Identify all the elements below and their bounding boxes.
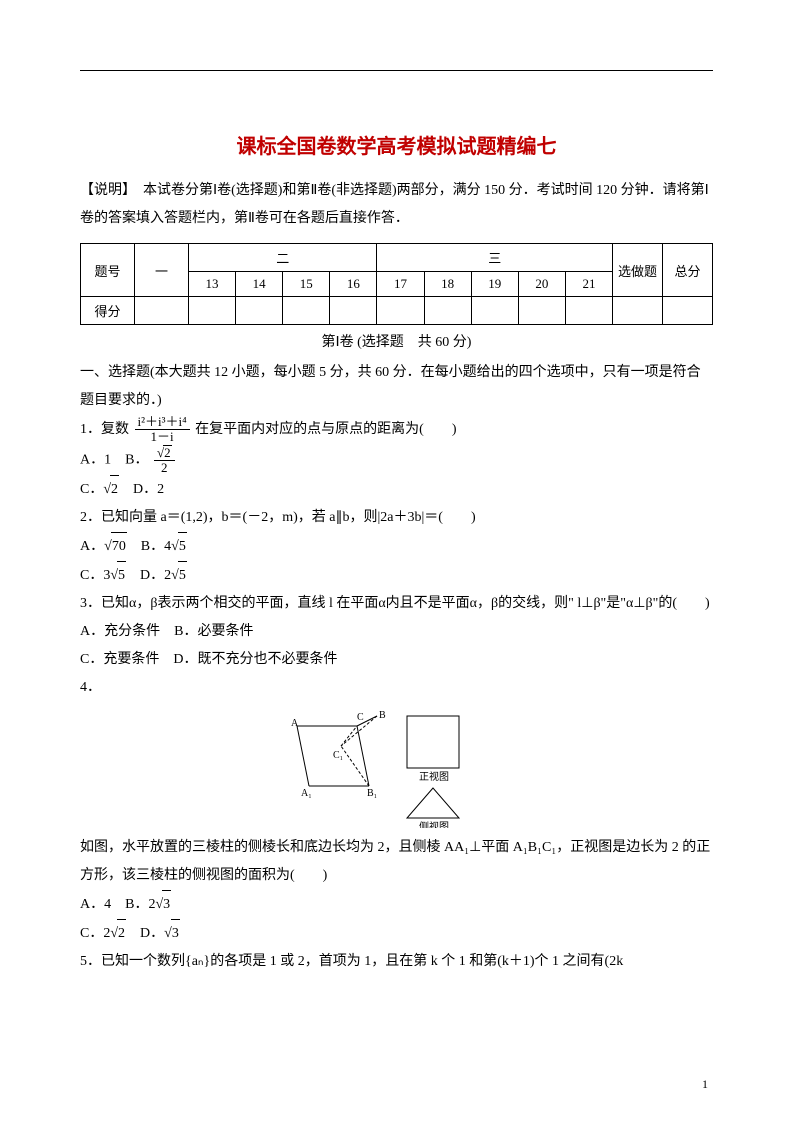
q3-opts-ab: A．充分条件 B．必要条件 <box>80 618 713 646</box>
radicand: 5 <box>178 532 187 561</box>
q1-prefix: 1．复数 <box>80 422 129 437</box>
instructions-text: 本试卷分第Ⅰ卷(选择题)和第Ⅱ卷(非选择题)两部分，满分 150 分．考试时间 … <box>80 183 709 226</box>
frac-num: i²＋i³＋i⁴ <box>135 415 190 430</box>
score-label: 得分 <box>81 297 135 325</box>
q5-stem: 5．已知一个数列{aₙ}的各项是 1 或 2，首项为 1，且在第 k 个 1 和… <box>80 948 713 976</box>
sqrt-icon: 3 <box>164 919 180 948</box>
q4-optA: A．4 B．2 <box>80 897 155 912</box>
q2-opts-cd: C．35 D．25 <box>80 561 713 590</box>
prism-diagram-icon: A C B A₁ B₁ C₁ 正视图 侧视图 <box>277 708 517 828</box>
cell-21: 21 <box>565 272 612 297</box>
frac-den: 1－i <box>135 430 190 444</box>
label-A: A <box>291 718 299 729</box>
sqrt-icon: 2 <box>110 919 126 948</box>
score-cell <box>663 297 713 325</box>
score-cell <box>613 297 663 325</box>
q4-stem: 如图，水平放置的三棱柱的侧棱长和底边长均为 2，且侧棱 AA₁⊥平面 A₁B₁C… <box>80 834 713 890</box>
sqrt-icon: 5 <box>171 561 187 590</box>
score-cell <box>377 297 424 325</box>
score-table: 题号 一 二 三 选做题 总分 13 14 15 16 17 18 19 20 … <box>80 243 713 325</box>
q2-optD: D．2 <box>126 568 171 583</box>
col-three: 三 <box>377 244 613 272</box>
col-one: 一 <box>135 244 189 297</box>
q2-opts-ab: A． 70 B．4 5 <box>80 532 713 561</box>
sqrt-icon: 70 <box>104 532 127 561</box>
score-cell <box>471 297 518 325</box>
label-C1: C₁ <box>333 750 343 761</box>
sqrt-icon: 2 <box>157 445 172 460</box>
page-title: 课标全国卷数学高考模拟试题精编七 <box>80 130 713 159</box>
sqrt-icon: 5 <box>110 561 126 590</box>
section-1-heading: 第Ⅰ卷 (选择题 共 60 分) <box>80 331 713 351</box>
q1-optD: D．2 <box>119 482 164 497</box>
q3-stem: 3．已知α，β表示两个相交的平面，直线 l 在平面α内且不是平面α，β的交线，则… <box>80 590 713 618</box>
label-B1: B₁ <box>367 788 377 799</box>
label-frontview: 正视图 <box>419 770 449 783</box>
label-A1: A₁ <box>301 788 312 799</box>
label-C: C <box>357 712 364 723</box>
score-cell <box>283 297 330 325</box>
q1-stem: 1．复数 i²＋i³＋i⁴ 1－i 在复平面内对应的点与原点的距离为( ) <box>80 415 713 445</box>
cell-16: 16 <box>330 272 377 297</box>
score-cell <box>330 297 377 325</box>
q4-opts-ab: A．4 B．2 3 <box>80 890 713 919</box>
q1-opts-cd: C． 2 D．2 <box>80 475 713 504</box>
score-cell <box>518 297 565 325</box>
cell-14: 14 <box>236 272 283 297</box>
q2-optC: C．3 <box>80 568 110 583</box>
radicand: 5 <box>117 561 126 590</box>
label-sideview: 侧视图 <box>419 820 449 828</box>
q2-optA: A． <box>80 539 104 554</box>
radicand: 2 <box>163 445 172 460</box>
frac-num: 2 <box>154 445 175 461</box>
section-1-instruction: 一、选择题(本大题共 12 小题，每小题 5 分，共 60 分．在每小题给出的四… <box>80 359 713 415</box>
q4-number: 4． <box>80 674 713 702</box>
fraction-icon: i²＋i³＋i⁴ 1－i <box>135 415 190 445</box>
q4-opts-cd: C．2 2 D． 3 <box>80 919 713 948</box>
cell-20: 20 <box>518 272 565 297</box>
cell-19: 19 <box>471 272 518 297</box>
score-cell <box>424 297 471 325</box>
score-cell <box>236 297 283 325</box>
sqrt-icon: 5 <box>171 532 187 561</box>
q4-optC: C．2 <box>80 926 110 941</box>
col-two: 二 <box>189 244 377 272</box>
cell-13: 13 <box>189 272 236 297</box>
radicand: 70 <box>111 532 127 561</box>
header-rule <box>80 70 713 71</box>
score-cell <box>189 297 236 325</box>
col-qnum: 题号 <box>81 244 135 297</box>
q2-optB: B．4 <box>127 539 171 554</box>
cell-18: 18 <box>424 272 471 297</box>
q1-optA: A．1 B． <box>80 452 148 467</box>
radicand: 2 <box>110 475 119 504</box>
col-total: 总分 <box>663 244 713 297</box>
score-cell <box>565 297 612 325</box>
frac-den: 2 <box>154 461 175 475</box>
q1-suffix: 在复平面内对应的点与原点的距离为( ) <box>195 422 456 437</box>
table-row: 题号 一 二 三 选做题 总分 <box>81 244 713 272</box>
radicand: 5 <box>178 561 187 590</box>
sqrt-icon: 3 <box>155 890 171 919</box>
radicand: 3 <box>162 890 171 919</box>
page-number: 1 <box>702 1077 708 1092</box>
fraction-icon: 2 2 <box>154 445 175 476</box>
score-cell <box>135 297 189 325</box>
q4-optD: D． <box>126 926 164 941</box>
table-row: 得分 <box>81 297 713 325</box>
instructions-label: 【说明】 <box>80 183 129 198</box>
sqrt-icon: 2 <box>103 475 119 504</box>
q3-opts-cd: C．充要条件 D．既不充分也不必要条件 <box>80 646 713 674</box>
instructions: 【说明】 本试卷分第Ⅰ卷(选择题)和第Ⅱ卷(非选择题)两部分，满分 150 分．… <box>80 177 713 233</box>
q2-stem: 2．已知向量 a＝(1,2)，b＝(－2，m)，若 a∥b，则|2a＋3b|＝(… <box>80 504 713 532</box>
q1-opts-ab: A．1 B． 2 2 <box>80 445 713 476</box>
cell-15: 15 <box>283 272 330 297</box>
cell-17: 17 <box>377 272 424 297</box>
q1-optC: C． <box>80 482 103 497</box>
radicand: 3 <box>171 919 180 948</box>
radicand: 2 <box>117 919 126 948</box>
col-optional: 选做题 <box>613 244 663 297</box>
q4-figure: A C B A₁ B₁ C₁ 正视图 侧视图 <box>80 708 713 828</box>
label-B: B <box>379 710 386 721</box>
